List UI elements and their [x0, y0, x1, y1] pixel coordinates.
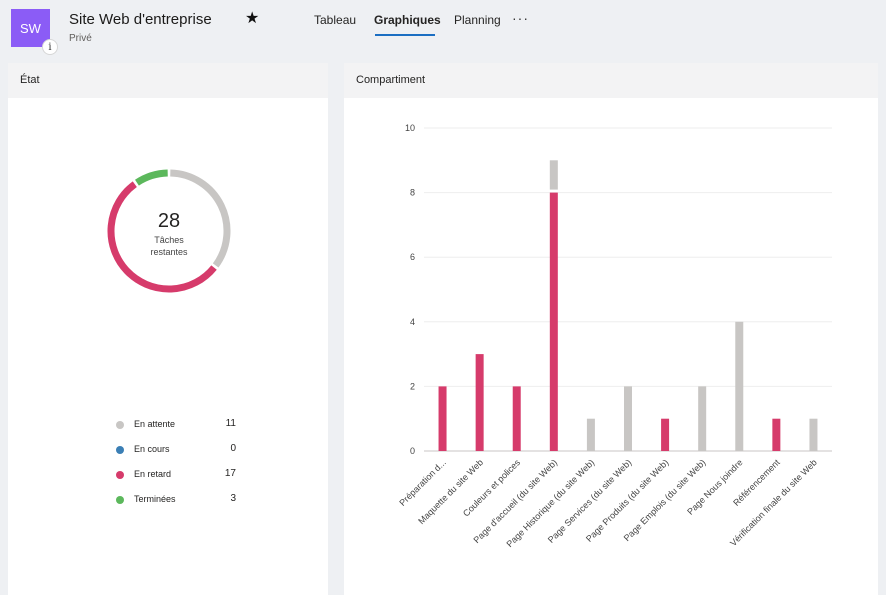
more-options-icon[interactable]: ···	[512, 10, 529, 26]
tab-graphiques[interactable]: Graphiques	[374, 13, 441, 27]
bar-segment[interactable]	[512, 386, 521, 451]
bar-segment[interactable]	[586, 418, 595, 451]
remaining-label-1: Tâches	[154, 235, 184, 245]
y-tick-label: 8	[410, 188, 415, 198]
active-tab-indicator	[375, 34, 435, 36]
donut-segment-terminées[interactable]	[135, 169, 168, 186]
legend-item-en-retard[interactable]: En retard 17	[116, 468, 246, 482]
y-tick-label: 10	[405, 123, 415, 133]
info-icon[interactable]: i	[42, 39, 58, 55]
tab-planning[interactable]: Planning	[454, 13, 501, 27]
donut-segment-en-retard[interactable]	[107, 181, 217, 293]
plan-initials: SW	[20, 20, 41, 36]
donut-segment-en-attente[interactable]	[170, 169, 231, 268]
favorite-star-icon[interactable]: ★	[245, 8, 260, 27]
status-card-header: État	[8, 63, 328, 98]
y-tick-label: 0	[410, 446, 415, 456]
bucket-card: Compartiment 0 2 4 6 8 10 Préparation d... Maqu…	[344, 63, 878, 595]
bar-segment[interactable]	[698, 386, 707, 451]
legend-label: En attente	[134, 419, 176, 429]
legend-label: En retard	[134, 469, 172, 479]
y-tick-label: 4	[410, 317, 415, 327]
bar-segment[interactable]	[438, 386, 447, 451]
bucket-card-title: Compartiment	[356, 74, 426, 86]
bucket-card-header: Compartiment	[344, 63, 878, 98]
y-tick-label: 2	[410, 381, 415, 391]
y-tick-label: 6	[410, 252, 415, 262]
bar-segment[interactable]	[809, 418, 818, 451]
bar-segment[interactable]	[549, 160, 558, 190]
legend-count: 0	[230, 443, 236, 454]
bar-segment[interactable]	[475, 354, 484, 451]
legend-dot-en-attente	[116, 421, 124, 429]
legend-item-en-attente[interactable]: En attente 11	[116, 418, 246, 432]
bar-segment[interactable]	[624, 386, 632, 451]
legend-dot-en-retard	[116, 471, 124, 479]
x-tick-label: Maquette du site Web	[416, 457, 485, 526]
tab-tableau[interactable]: Tableau	[314, 13, 357, 27]
remaining-label-2: restantes	[150, 247, 188, 257]
legend-dot-en-cours	[116, 446, 124, 454]
legend-count: 11	[225, 418, 236, 429]
plan-avatar[interactable]: SW	[11, 9, 50, 47]
legend-item-terminees[interactable]: Terminées 3	[116, 493, 246, 507]
legend-count: 17	[224, 468, 236, 479]
legend-label: En cours	[134, 444, 170, 454]
bar-segment[interactable]	[549, 192, 558, 451]
bar-segment[interactable]	[735, 321, 744, 451]
status-donut	[107, 169, 231, 293]
legend-label: Terminées	[134, 494, 176, 504]
status-card: État 28 Tâches restantes En attente 11 E…	[8, 63, 328, 595]
plan-privacy: Privé	[69, 33, 92, 44]
plan-title[interactable]: Site Web d'entreprise	[69, 11, 212, 28]
legend-item-en-cours[interactable]: En cours 0	[116, 443, 246, 457]
top-bar: SW i Site Web d'entreprise Privé ★ Table…	[0, 0, 886, 56]
legend-count: 3	[230, 493, 236, 504]
bar-segment[interactable]	[772, 418, 781, 451]
remaining-count: 28	[157, 210, 181, 232]
status-card-title: État	[20, 74, 40, 86]
donut-center: 28 Tâches restantes	[129, 210, 209, 257]
legend-dot-terminees	[116, 496, 124, 504]
bar-segment[interactable]	[661, 418, 670, 451]
